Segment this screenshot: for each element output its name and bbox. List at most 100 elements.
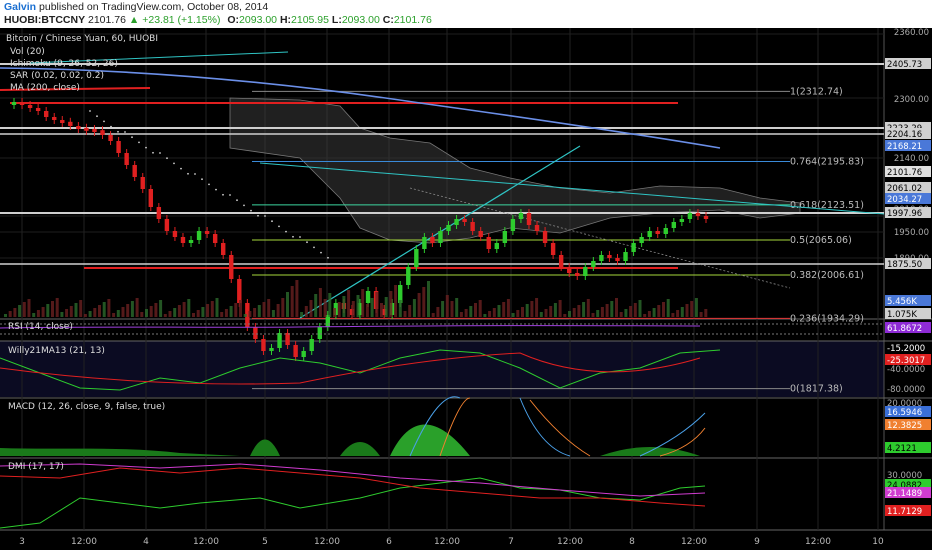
volume-bar bbox=[163, 314, 167, 317]
open-value: 2093.00 bbox=[239, 14, 278, 26]
price-tag-bg bbox=[885, 122, 931, 133]
volume-bar bbox=[638, 300, 642, 317]
volume-bar bbox=[629, 306, 633, 317]
willy-label[interactable]: Willy21MA13 (21, 13) bbox=[8, 346, 105, 356]
fib-level-label: 0.382(2006.61) bbox=[790, 270, 864, 281]
candle-body bbox=[663, 228, 668, 234]
candle-body bbox=[381, 309, 387, 315]
candle-body bbox=[631, 243, 636, 252]
volume-bar bbox=[511, 313, 515, 317]
volume-bar bbox=[488, 311, 492, 317]
chart-background bbox=[0, 28, 932, 550]
volume-bar bbox=[492, 308, 496, 317]
ohlc-readout: O:2093.00 H:2105.95 L:2093.00 C:2101.76 bbox=[227, 14, 431, 26]
volume-bar bbox=[657, 305, 661, 317]
indicator-sar[interactable]: SAR (0.02, 0.02, 0.2) bbox=[10, 71, 105, 81]
macd-tick: 20.0000 bbox=[887, 399, 922, 409]
sar-dot bbox=[208, 183, 210, 186]
candle-body bbox=[237, 279, 242, 303]
time-tick: 8 bbox=[629, 537, 635, 547]
low-value: 2093.00 bbox=[341, 14, 380, 26]
volume-bar bbox=[234, 303, 238, 317]
volume-bar bbox=[586, 299, 590, 317]
price-tag-bg bbox=[885, 308, 931, 319]
volume-bar bbox=[553, 303, 557, 317]
candle-body bbox=[647, 231, 652, 237]
volume-bar bbox=[615, 298, 618, 317]
volume-bar bbox=[445, 295, 449, 317]
candle-body bbox=[518, 213, 524, 219]
price-tag: 1875.50 bbox=[887, 260, 922, 270]
volume-bar bbox=[224, 309, 228, 317]
volume-bar bbox=[206, 304, 210, 317]
dmi-tag-bg bbox=[885, 479, 931, 490]
volume-bar bbox=[337, 302, 341, 317]
volume-bar bbox=[535, 298, 539, 317]
volume-bar bbox=[558, 300, 562, 317]
candle-body bbox=[317, 327, 322, 339]
candle-body bbox=[221, 243, 226, 255]
chart-canvas[interactable]: 1(2312.74) 0.764(2195.83) 0.618(2123.51) 0.… bbox=[0, 28, 932, 550]
sar-dot bbox=[278, 225, 280, 228]
volume-bar bbox=[36, 310, 40, 317]
indicator-vol[interactable]: Vol (20) bbox=[10, 47, 45, 57]
volume-bar bbox=[666, 299, 670, 317]
volume-bar bbox=[196, 310, 200, 317]
volume-bar bbox=[140, 312, 144, 317]
candle-body bbox=[116, 141, 121, 153]
candle-body bbox=[365, 291, 371, 303]
volume-bar bbox=[347, 290, 351, 317]
volume-bar bbox=[257, 305, 261, 317]
volume-bar bbox=[168, 311, 172, 317]
volume-bar bbox=[394, 285, 398, 317]
volume-bar bbox=[145, 309, 148, 317]
symbol-line: HUOBI:BTCCNY 2101.76 ▲ +23.81 (+1.15%) O… bbox=[4, 14, 432, 26]
time-tick: 6 bbox=[386, 537, 392, 547]
dmi-label[interactable]: DMI (17, 17) bbox=[8, 462, 64, 472]
sar-dot bbox=[180, 167, 182, 170]
price-tick: 1950.00 bbox=[894, 228, 929, 238]
volume-bar bbox=[4, 314, 7, 317]
candle-body bbox=[43, 111, 49, 117]
macd-label[interactable]: MACD (12, 26, close, 9, false, true) bbox=[8, 402, 166, 412]
price-tag-bg bbox=[885, 182, 931, 193]
volume-bar bbox=[215, 298, 219, 317]
sar-dot bbox=[236, 199, 238, 202]
candle-body bbox=[446, 225, 451, 231]
candle-body bbox=[422, 237, 427, 249]
volume-bar bbox=[271, 310, 275, 317]
volume-bar bbox=[662, 302, 665, 317]
sar-dot bbox=[152, 151, 154, 154]
low-label: L: bbox=[331, 14, 342, 26]
candle-body bbox=[245, 303, 250, 327]
volume-bar bbox=[201, 307, 205, 317]
candle-body bbox=[398, 285, 403, 303]
sar-dot bbox=[215, 188, 217, 191]
candle-body bbox=[27, 105, 33, 108]
volume-bar bbox=[600, 307, 604, 317]
macd-hist bbox=[250, 439, 280, 456]
indicator-ichimoku[interactable]: Ichimoku (9, 26, 52, 26) bbox=[10, 59, 118, 69]
candle-body bbox=[615, 258, 620, 261]
candle-body bbox=[542, 231, 548, 243]
high-value: 2105.95 bbox=[291, 14, 329, 26]
candle-body bbox=[301, 351, 306, 357]
candle-body bbox=[180, 237, 186, 243]
rsi-label[interactable]: RSI (14, close) bbox=[8, 322, 73, 332]
symbol-name[interactable]: HUOBI:BTCCNY bbox=[4, 14, 86, 26]
sar-dot bbox=[124, 131, 126, 133]
fib-level-label: 0.5(2065.06) bbox=[790, 235, 852, 246]
author-link[interactable]: Galvin bbox=[4, 1, 37, 13]
volume-bar bbox=[516, 310, 520, 317]
price-change: +23.81 (+1.15%) bbox=[142, 14, 221, 26]
volume-bar bbox=[478, 300, 482, 317]
volume-bar bbox=[107, 299, 111, 317]
time-tick: 12:00 bbox=[557, 537, 583, 547]
volume-bar bbox=[187, 299, 191, 317]
volume-bar bbox=[192, 313, 195, 317]
indicator-ma[interactable]: MA (200, close) bbox=[10, 83, 80, 93]
sar-dot bbox=[159, 152, 161, 154]
sar-dot bbox=[222, 193, 224, 196]
volume-bar bbox=[88, 311, 92, 317]
